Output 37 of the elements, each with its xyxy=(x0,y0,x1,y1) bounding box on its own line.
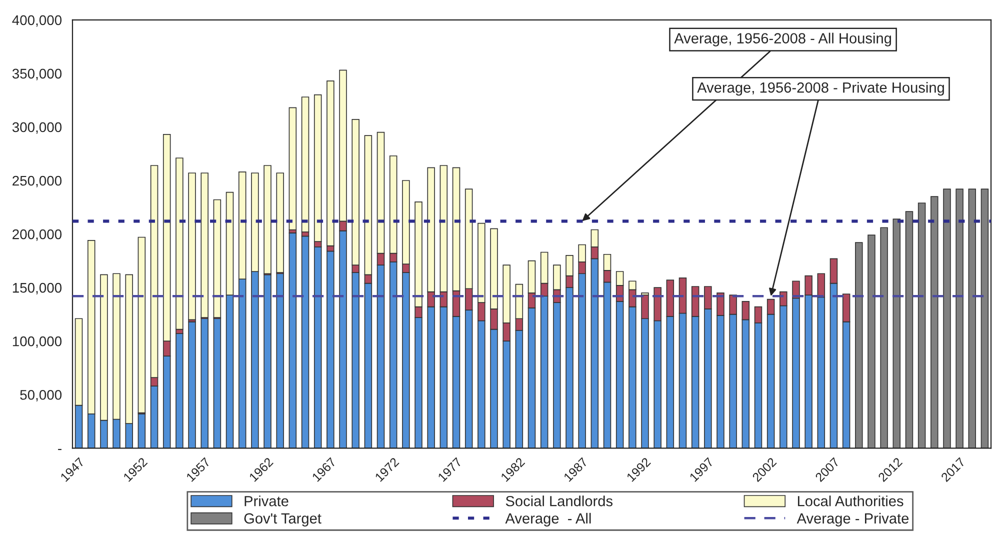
bar xyxy=(980,188,989,448)
y-tick-label: 250,000 xyxy=(12,176,62,188)
y-tick-label: 150,000 xyxy=(12,282,62,294)
legend-label: Local Authorities xyxy=(798,496,904,506)
legend-label: Gov't Target xyxy=(244,513,322,526)
legend-label: Social Landlords xyxy=(506,496,613,506)
bar xyxy=(855,242,863,448)
bar xyxy=(288,107,297,230)
y-tick-label: 400,000 xyxy=(12,15,62,27)
annotation: Average, 1956-2008 - Private Housing xyxy=(697,82,944,96)
bar xyxy=(968,188,976,448)
bar xyxy=(301,236,310,448)
y-tick-label: 350,000 xyxy=(12,68,62,80)
bar xyxy=(892,218,901,448)
bar xyxy=(188,321,196,448)
bar xyxy=(930,196,938,448)
bar xyxy=(176,333,184,448)
bar xyxy=(956,188,964,448)
bar xyxy=(943,188,951,448)
y-tick-label: 300,000 xyxy=(12,122,62,134)
bar xyxy=(301,96,310,232)
legend-label: Average - Private xyxy=(796,512,909,526)
bar xyxy=(880,227,888,448)
y-tick-label: 200,000 xyxy=(12,229,62,241)
bar xyxy=(918,202,926,448)
bar xyxy=(868,234,876,448)
y-tick-label: 50,000 xyxy=(20,390,62,402)
bar xyxy=(314,246,322,448)
bar xyxy=(905,211,914,448)
y-tick-label: - xyxy=(58,448,62,450)
y-tick-label: 100,000 xyxy=(12,336,62,348)
bar xyxy=(176,158,184,330)
legend-label: Average - All xyxy=(505,512,591,526)
annotation: Average, 1956-2008 - All Housing xyxy=(674,32,892,46)
bar xyxy=(188,172,196,320)
legend-label: Private xyxy=(244,496,288,506)
bar xyxy=(288,232,297,448)
